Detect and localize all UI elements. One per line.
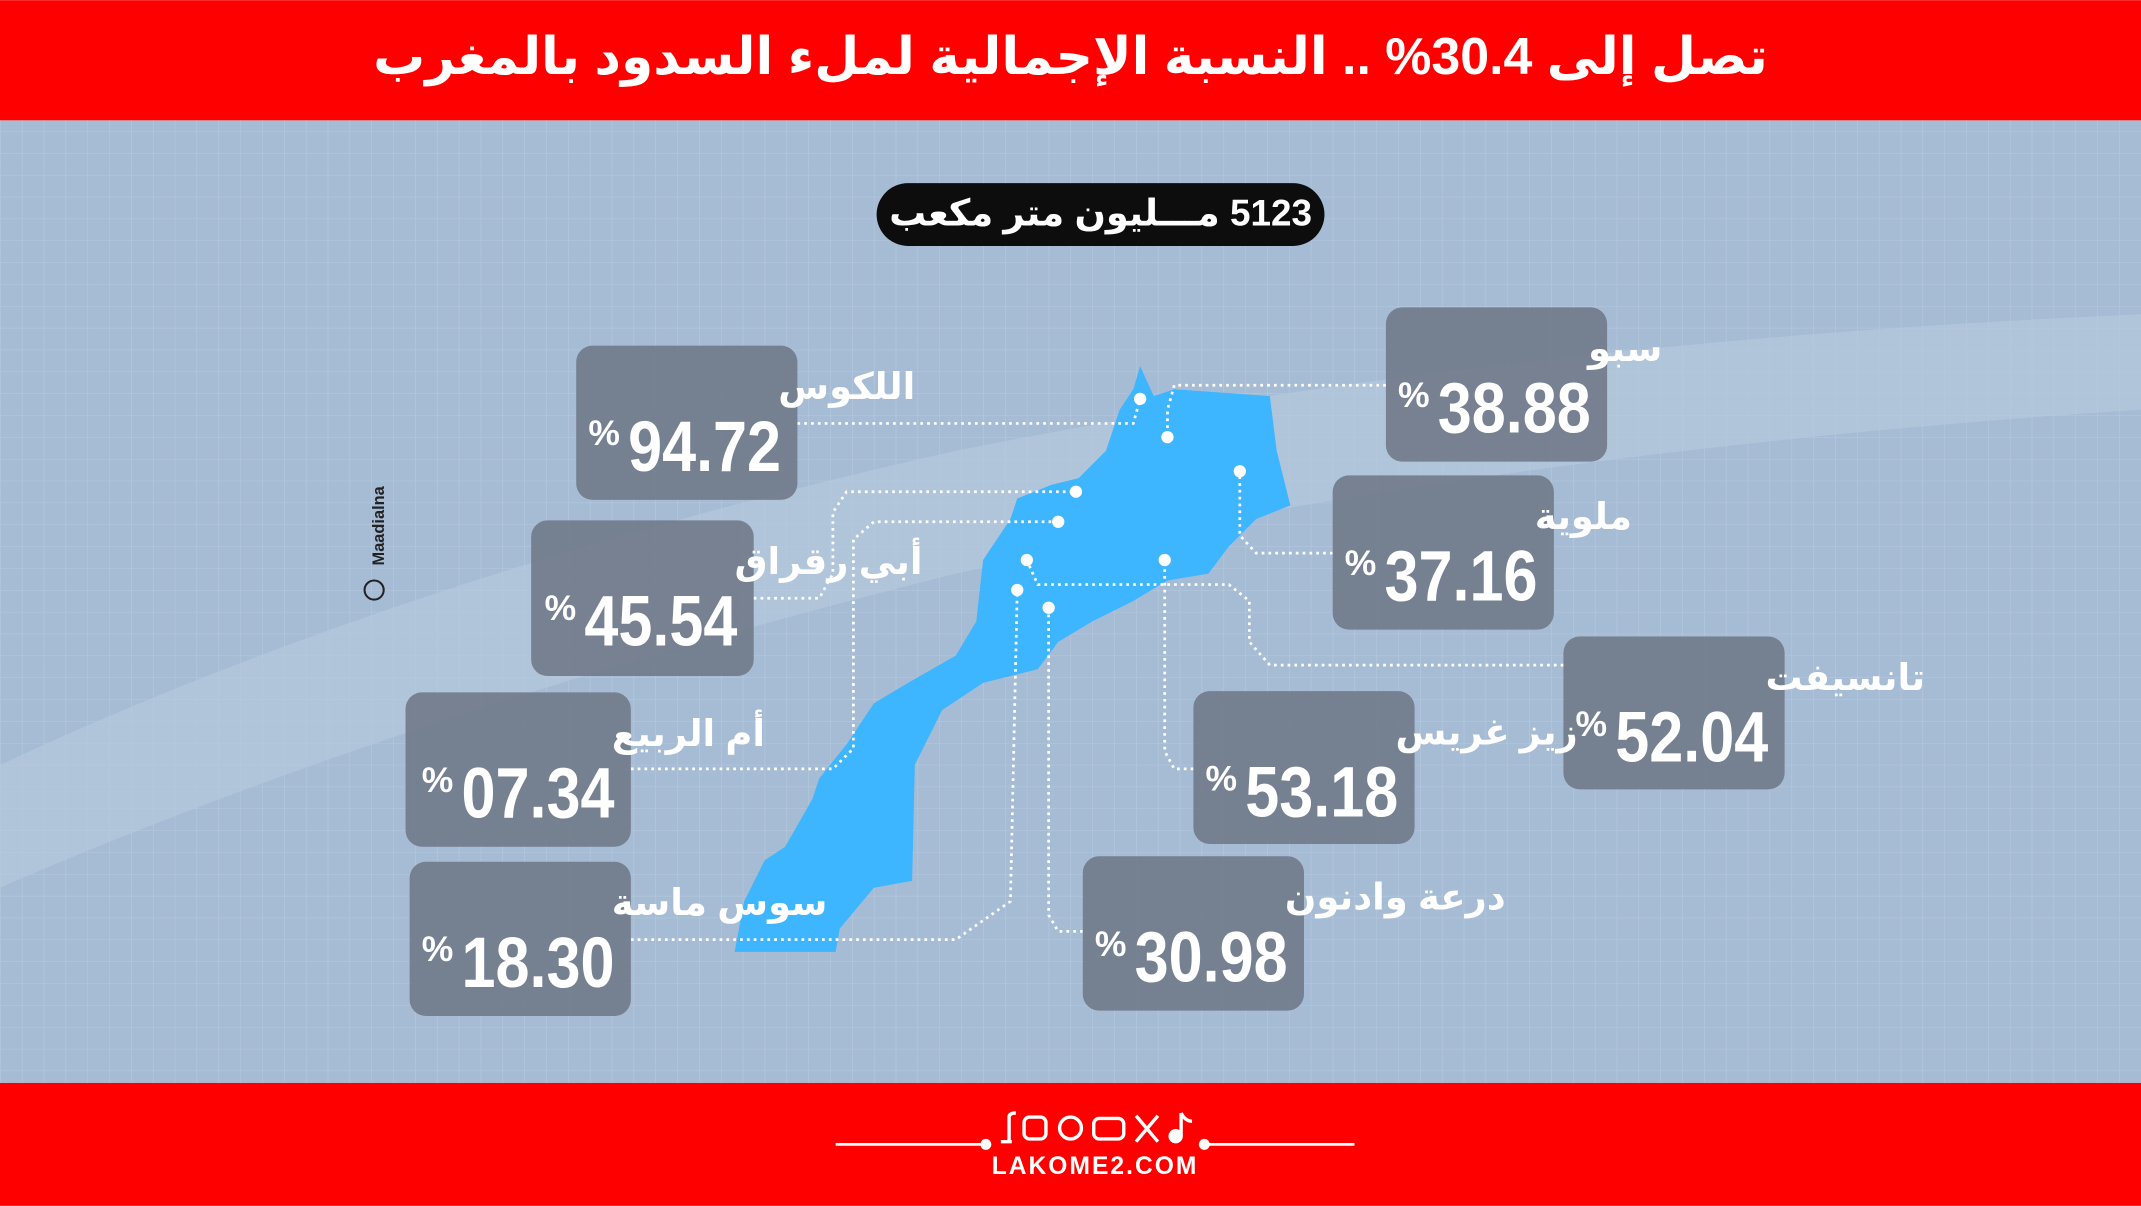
basin-name: أبي رقراق bbox=[735, 537, 923, 583]
basin-box bbox=[1563, 636, 1785, 790]
watermark: Maadialna bbox=[370, 485, 388, 565]
basin-value: 52.04 bbox=[1615, 699, 1768, 778]
basin-name: سوس ماسة bbox=[612, 882, 828, 924]
map-dot bbox=[1052, 515, 1065, 528]
basin-unit: % bbox=[422, 760, 454, 800]
morocco-map bbox=[734, 366, 1291, 952]
background-shape bbox=[0, 314, 2141, 888]
basin-name: اللكوس bbox=[778, 366, 915, 408]
instagram-icon[interactable] bbox=[1022, 1115, 1048, 1141]
connector bbox=[630, 589, 1019, 941]
basin-name: ملوية bbox=[1535, 496, 1632, 538]
basin-unit: % bbox=[1398, 375, 1430, 415]
basin-value: 30.98 bbox=[1135, 919, 1288, 998]
facebook-icon[interactable] bbox=[1000, 1111, 1016, 1144]
basin-box bbox=[1385, 307, 1608, 462]
footer-band bbox=[0, 1082, 2141, 1206]
connector bbox=[797, 398, 1142, 425]
footer-site: LAKOME2.COM bbox=[992, 1153, 1199, 1180]
connector bbox=[753, 490, 1076, 600]
title: تصل إلى 30.4% .. النسبة الإجمالية لملء ا… bbox=[373, 27, 1768, 87]
basin-name: تانسيفت bbox=[1766, 657, 1926, 698]
connector bbox=[1025, 559, 1564, 667]
map-dot bbox=[1161, 430, 1174, 444]
connector bbox=[1163, 559, 1194, 771]
basin-unit: % bbox=[1095, 924, 1127, 964]
basin-name: سبو bbox=[1586, 328, 1662, 370]
basin-value: 07.34 bbox=[462, 755, 615, 834]
connector bbox=[630, 520, 1059, 771]
basin-value: 38.88 bbox=[1438, 370, 1591, 449]
basin-unit: % bbox=[1576, 704, 1608, 744]
basin-box bbox=[409, 861, 631, 1017]
basin-value: 45.54 bbox=[584, 583, 737, 662]
basin-value: 18.30 bbox=[462, 924, 615, 1003]
basin-box bbox=[576, 345, 798, 500]
footer-dot bbox=[980, 1138, 992, 1150]
tiktok-icon-dot[interactable] bbox=[1168, 1129, 1183, 1144]
basin-name: درعة وادنون bbox=[1285, 877, 1506, 919]
map-dot bbox=[1158, 553, 1171, 567]
basin-box bbox=[531, 520, 754, 677]
map-dot bbox=[1069, 485, 1083, 498]
total-pill bbox=[876, 183, 1325, 246]
header-band bbox=[0, 0, 2141, 121]
basin-value: 94.72 bbox=[628, 408, 781, 487]
basin-box bbox=[1082, 856, 1304, 1011]
map-dot bbox=[1011, 583, 1024, 597]
total-label: 5123 مـــليون متر مكعب bbox=[889, 193, 1312, 235]
basin-box bbox=[1332, 475, 1554, 630]
basin-unit: % bbox=[1345, 543, 1377, 583]
basin-unit: % bbox=[422, 929, 454, 969]
x-icon[interactable] bbox=[1134, 1114, 1160, 1143]
map-dot bbox=[1042, 601, 1055, 614]
map-dot bbox=[1020, 553, 1033, 567]
basin-unit: % bbox=[1206, 759, 1238, 799]
basin-name: أم الربيع bbox=[612, 709, 765, 756]
social-icons bbox=[1000, 1111, 1193, 1144]
watermark-icon bbox=[363, 579, 385, 601]
basin-value: 53.18 bbox=[1245, 753, 1398, 832]
basin-box bbox=[405, 692, 631, 847]
whatsapp-icon[interactable] bbox=[1057, 1115, 1084, 1141]
map-dot bbox=[1233, 465, 1246, 478]
basin-unit: % bbox=[588, 413, 620, 453]
basin-unit: % bbox=[545, 588, 577, 628]
footer-dot bbox=[1198, 1138, 1210, 1150]
basin-box bbox=[1193, 691, 1415, 844]
basin-name: زيز غريس bbox=[1395, 711, 1577, 753]
youtube-icon[interactable] bbox=[1092, 1116, 1126, 1141]
basin-value: 37.16 bbox=[1385, 538, 1538, 617]
map-dot bbox=[1133, 392, 1147, 406]
